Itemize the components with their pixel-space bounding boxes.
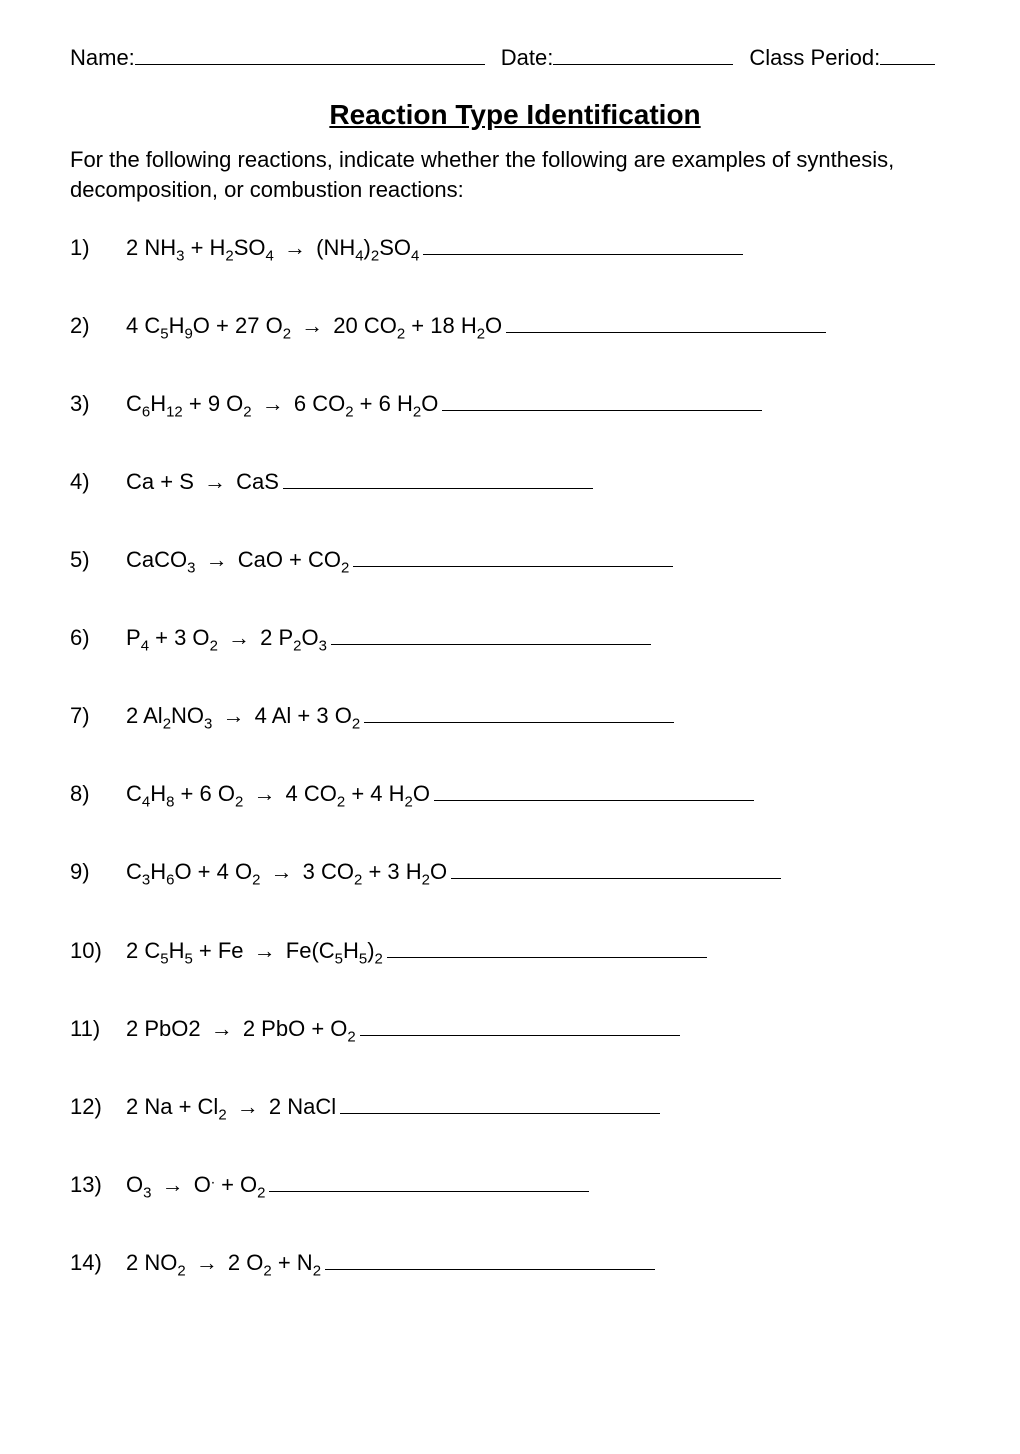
equation-text: O3 → O. + O2 bbox=[126, 1172, 265, 1198]
question-body: CaCO3 → CaO + CO2 bbox=[126, 543, 673, 573]
equation-text: 2 NO2 → 2 O2 + N2 bbox=[126, 1250, 321, 1276]
header-row: Name: Date: Class Period: bbox=[70, 40, 960, 71]
equation-text: 2 Al2NO3 → 4 Al + 3 O2 bbox=[126, 703, 360, 729]
question-body: Ca + S → CaS bbox=[126, 465, 593, 495]
equation-text: 2 C5H5 + Fe → Fe(C5H5)2 bbox=[126, 938, 383, 964]
question-row: 10)2 C5H5 + Fe → Fe(C5H5)2 bbox=[70, 933, 960, 963]
period-field: Class Period: bbox=[749, 40, 935, 71]
question-row: 2)4 C5H9O + 27 O2 → 20 CO2 + 18 H2O bbox=[70, 309, 960, 339]
question-number: 14) bbox=[70, 1250, 126, 1276]
answer-blank-line[interactable] bbox=[283, 465, 593, 489]
question-row: 1)2 NH3 + H2SO4 → (NH4)2SO4 bbox=[70, 231, 960, 261]
page-title: Reaction Type Identification bbox=[70, 99, 960, 131]
question-number: 8) bbox=[70, 781, 126, 807]
answer-blank-line[interactable] bbox=[340, 1090, 660, 1114]
question-number: 5) bbox=[70, 547, 126, 573]
date-field: Date: bbox=[501, 40, 734, 71]
worksheet-page: Name: Date: Class Period: Reaction Type … bbox=[0, 0, 1020, 1454]
question-number: 9) bbox=[70, 859, 126, 885]
question-body: P4 + 3 O2 → 2 P2O3 bbox=[126, 621, 651, 651]
answer-blank-line[interactable] bbox=[364, 699, 674, 723]
answer-blank-line[interactable] bbox=[353, 543, 673, 567]
answer-blank-line[interactable] bbox=[360, 1012, 680, 1036]
equation-text: C4H8 + 6 O2 → 4 CO2 + 4 H2O bbox=[126, 781, 430, 807]
answer-blank-line[interactable] bbox=[387, 933, 707, 957]
question-body: 2 PbO2 → 2 PbO + O2 bbox=[126, 1012, 680, 1042]
name-blank-line[interactable] bbox=[135, 40, 485, 65]
question-row: 13)O3 → O. + O2 bbox=[70, 1168, 960, 1198]
question-number: 7) bbox=[70, 703, 126, 729]
question-number: 6) bbox=[70, 625, 126, 651]
question-row: 7)2 Al2NO3 → 4 Al + 3 O2 bbox=[70, 699, 960, 729]
question-number: 11) bbox=[70, 1016, 126, 1042]
equation-text: C6H12 + 9 O2 → 6 CO2 + 6 H2O bbox=[126, 391, 438, 417]
question-body: 2 Na + Cl2 → 2 NaCl bbox=[126, 1090, 660, 1120]
equation-text: CaCO3 → CaO + CO2 bbox=[126, 547, 349, 573]
equation-text: 2 PbO2 → 2 PbO + O2 bbox=[126, 1016, 356, 1042]
question-row: 4)Ca + S → CaS bbox=[70, 465, 960, 495]
question-row: 14)2 NO2 → 2 O2 + N2 bbox=[70, 1246, 960, 1276]
question-body: 4 C5H9O + 27 O2 → 20 CO2 + 18 H2O bbox=[126, 309, 826, 339]
equation-text: 2 NH3 + H2SO4 → (NH4)2SO4 bbox=[126, 235, 419, 261]
answer-blank-line[interactable] bbox=[434, 777, 754, 801]
question-body: C3H6O + 4 O2 → 3 CO2 + 3 H2O bbox=[126, 855, 781, 885]
question-row: 12)2 Na + Cl2 → 2 NaCl bbox=[70, 1090, 960, 1120]
question-body: 2 NO2 → 2 O2 + N2 bbox=[126, 1246, 655, 1276]
answer-blank-line[interactable] bbox=[325, 1246, 655, 1270]
question-number: 4) bbox=[70, 469, 126, 495]
question-row: 9)C3H6O + 4 O2 → 3 CO2 + 3 H2O bbox=[70, 855, 960, 885]
question-number: 1) bbox=[70, 235, 126, 261]
equation-text: C3H6O + 4 O2 → 3 CO2 + 3 H2O bbox=[126, 859, 447, 885]
equation-text: Ca + S → CaS bbox=[126, 469, 279, 495]
instructions-text: For the following reactions, indicate wh… bbox=[70, 145, 960, 204]
answer-blank-line[interactable] bbox=[423, 231, 743, 255]
question-body: C6H12 + 9 O2 → 6 CO2 + 6 H2O bbox=[126, 387, 762, 417]
question-body: C4H8 + 6 O2 → 4 CO2 + 4 H2O bbox=[126, 777, 754, 807]
question-number: 2) bbox=[70, 313, 126, 339]
question-body: 2 Al2NO3 → 4 Al + 3 O2 bbox=[126, 699, 674, 729]
question-number: 13) bbox=[70, 1172, 126, 1198]
answer-blank-line[interactable] bbox=[451, 855, 781, 879]
equation-text: P4 + 3 O2 → 2 P2O3 bbox=[126, 625, 327, 651]
equation-text: 4 C5H9O + 27 O2 → 20 CO2 + 18 H2O bbox=[126, 313, 502, 339]
question-row: 6)P4 + 3 O2 → 2 P2O3 bbox=[70, 621, 960, 651]
date-label: Date: bbox=[501, 45, 554, 71]
date-blank-line[interactable] bbox=[553, 40, 733, 65]
question-body: 2 C5H5 + Fe → Fe(C5H5)2 bbox=[126, 933, 707, 963]
question-row: 3)C6H12 + 9 O2 → 6 CO2 + 6 H2O bbox=[70, 387, 960, 417]
answer-blank-line[interactable] bbox=[331, 621, 651, 645]
answer-blank-line[interactable] bbox=[269, 1168, 589, 1192]
question-number: 10) bbox=[70, 938, 126, 964]
question-number: 3) bbox=[70, 391, 126, 417]
question-body: 2 NH3 + H2SO4 → (NH4)2SO4 bbox=[126, 231, 743, 261]
question-number: 12) bbox=[70, 1094, 126, 1120]
question-row: 11)2 PbO2 → 2 PbO + O2 bbox=[70, 1012, 960, 1042]
name-label: Name: bbox=[70, 45, 135, 71]
question-row: 8)C4H8 + 6 O2 → 4 CO2 + 4 H2O bbox=[70, 777, 960, 807]
question-row: 5)CaCO3 → CaO + CO2 bbox=[70, 543, 960, 573]
answer-blank-line[interactable] bbox=[506, 309, 826, 333]
equation-text: 2 Na + Cl2 → 2 NaCl bbox=[126, 1094, 336, 1120]
name-field: Name: bbox=[70, 40, 485, 71]
period-label: Class Period: bbox=[749, 45, 880, 71]
answer-blank-line[interactable] bbox=[442, 387, 762, 411]
question-list: 1)2 NH3 + H2SO4 → (NH4)2SO4 2)4 C5H9O + 2… bbox=[70, 231, 960, 1276]
period-blank-line[interactable] bbox=[880, 40, 935, 65]
question-body: O3 → O. + O2 bbox=[126, 1168, 589, 1198]
